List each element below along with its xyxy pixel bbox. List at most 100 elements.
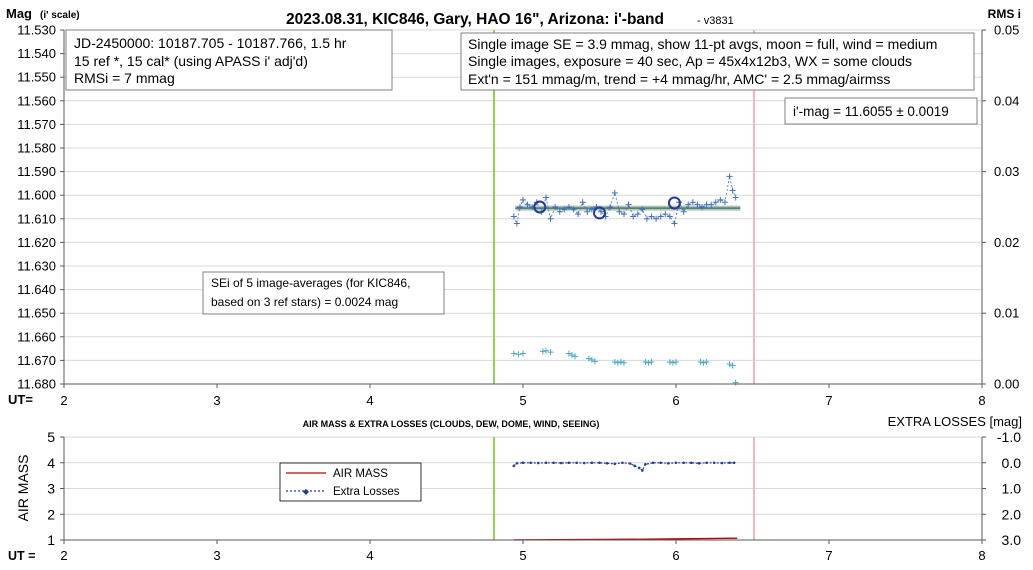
single-image-point — [689, 199, 696, 206]
average-point — [533, 200, 547, 214]
extra-losses-point — [515, 461, 519, 465]
bottom-x-tick-label: 7 — [825, 548, 832, 563]
top-y2-tick-label: 0.05 — [994, 23, 1019, 38]
sei-box: SEi of 5 image-averages (for KIC846, bas… — [202, 271, 445, 315]
rms-point — [515, 351, 522, 358]
extra-losses-point — [705, 461, 708, 465]
top-y2-tick-label: 0.03 — [994, 164, 1019, 179]
top-y2-tick-label: 0.04 — [994, 93, 1019, 108]
top-y-tick-label: 11.620 — [17, 235, 56, 250]
top-chart-version: - v3831 — [697, 15, 734, 27]
bottom-y-axis-label: AIR MASS — [15, 455, 31, 522]
single-image-point — [639, 206, 646, 213]
info-box-left-line-2: 15 ref *, 15 cal* (using APASS i' adj'd) — [74, 53, 308, 69]
bottom-x-tick-label: 5 — [519, 548, 526, 563]
rms-point — [614, 359, 621, 366]
rms-point — [568, 351, 575, 358]
single-image-point — [575, 211, 582, 218]
extra-losses-point — [582, 461, 586, 465]
rms-point — [669, 359, 676, 366]
info-box-right-line-2: Single images, exposure = 40 sec, Ap = 4… — [468, 53, 912, 69]
extra-losses-point — [728, 461, 731, 465]
average-point — [593, 206, 606, 220]
sei-box-line-1: SEi of 5 image-averages (for KIC846, — [211, 276, 410, 290]
bottom-chart-title: AIR MASS & EXTRA LOSSES (CLOUDS, DEW, DO… — [303, 419, 600, 429]
extra-losses-point — [674, 461, 678, 465]
bottom-x-tick-label: 8 — [978, 548, 985, 563]
imag-result-text: i'-mag = 11.6055 ± 0.0019 — [793, 104, 949, 119]
single-image-point — [520, 196, 526, 203]
rms-point — [666, 359, 673, 366]
bottom-x-tick-label: 6 — [672, 548, 679, 563]
extra-losses-point — [575, 461, 578, 465]
bottom-y-tick-label: 3 — [47, 481, 55, 497]
top-y-axis-label: Mag — [6, 6, 32, 21]
top-y-tick-label: 11.660 — [17, 329, 56, 344]
legend-airmass-label: AIR MASS — [333, 468, 388, 480]
rms-point — [700, 359, 707, 366]
top-chart: 2023.08.31, KIC846, Gary, HAO 16", Arizo… — [6, 6, 1021, 408]
rms-point — [510, 350, 517, 357]
extra-losses-point — [720, 461, 724, 465]
rms-point — [542, 347, 549, 354]
single-image-point — [552, 204, 559, 210]
top-y-tick-label: 11.640 — [17, 282, 56, 297]
extra-losses-point — [521, 461, 525, 465]
legend-extra-losses-marker: ◆ — [303, 487, 310, 496]
legend-extra-losses-label: Extra Losses — [333, 486, 400, 498]
top-x-axis-label: UT= — [8, 392, 33, 407]
single-image-point — [524, 201, 531, 208]
top-y-tick-label: 11.540 — [17, 46, 56, 61]
single-image-point — [542, 194, 549, 201]
single-image-point — [556, 208, 563, 215]
single-image-point — [671, 220, 678, 227]
single-image-point — [708, 201, 715, 208]
extra-losses-point — [667, 461, 670, 465]
rms-point — [732, 379, 739, 386]
single-image-point — [607, 204, 614, 210]
single-image-point — [712, 199, 719, 206]
top-y-tick-label: 11.600 — [17, 188, 56, 203]
info-box-left-line-1: JD-2450000: 10187.705 - 10187.766, 1.5 h… — [74, 35, 347, 51]
bottom-y2-tick-label: 1.0 — [1002, 481, 1022, 497]
top-y2-tick-label: 0.01 — [994, 306, 1019, 321]
rms-point — [547, 349, 554, 356]
extra-losses-point — [529, 461, 532, 465]
rms-point — [673, 359, 679, 366]
info-box-left: JD-2450000: 10187.705 - 10187.766, 1.5 h… — [65, 29, 393, 91]
extra-losses-point — [659, 461, 662, 465]
extra-losses-point — [512, 464, 516, 468]
single-image-point — [699, 204, 706, 210]
extra-losses-point — [567, 461, 571, 465]
rms-point — [620, 359, 627, 366]
rms-point — [703, 359, 710, 366]
bottom-legend: AIR MASS ◆ Extra Losses — [279, 462, 422, 502]
single-image-point — [662, 211, 669, 218]
bottom-y2-axis-label: EXTRA LOSSES [mag] — [888, 414, 1022, 429]
bottom-y-tick-label: 2 — [47, 506, 55, 522]
top-x-tick-label: 2 — [60, 393, 67, 408]
single-image-point — [657, 213, 664, 220]
top-y-axis-label-note: (i' scale) — [40, 10, 80, 21]
top-y-tick-label: 11.630 — [17, 259, 56, 274]
extra-losses-point — [690, 461, 693, 465]
rms-point — [588, 356, 595, 363]
info-box-right-line-3: Ext'n = 151 mmag/m, trend = +4 mmag/hr, … — [468, 71, 890, 87]
single-image-point — [653, 215, 660, 222]
extra-losses-point — [641, 469, 644, 472]
single-image-point — [643, 215, 650, 222]
extra-losses-line — [513, 462, 735, 472]
top-y-tick-label: 11.680 — [17, 377, 56, 392]
bottom-x-axis-label: UT = — [8, 549, 35, 563]
extra-losses-point — [590, 461, 594, 465]
extra-losses-point — [537, 461, 540, 465]
info-box-right-line-1: Single image SE = 3.9 mmag, show 11-pt a… — [468, 36, 937, 52]
top-y-tick-label: 11.560 — [17, 93, 56, 108]
top-y2-axis-label: RMS i — [988, 7, 1021, 21]
top-y-tick-label: 11.590 — [17, 164, 56, 179]
top-y-tick-label: 11.570 — [17, 117, 56, 132]
extra-losses-point — [732, 461, 736, 465]
top-y-tick-label: 11.550 — [17, 70, 56, 85]
single-image-point — [721, 199, 728, 206]
